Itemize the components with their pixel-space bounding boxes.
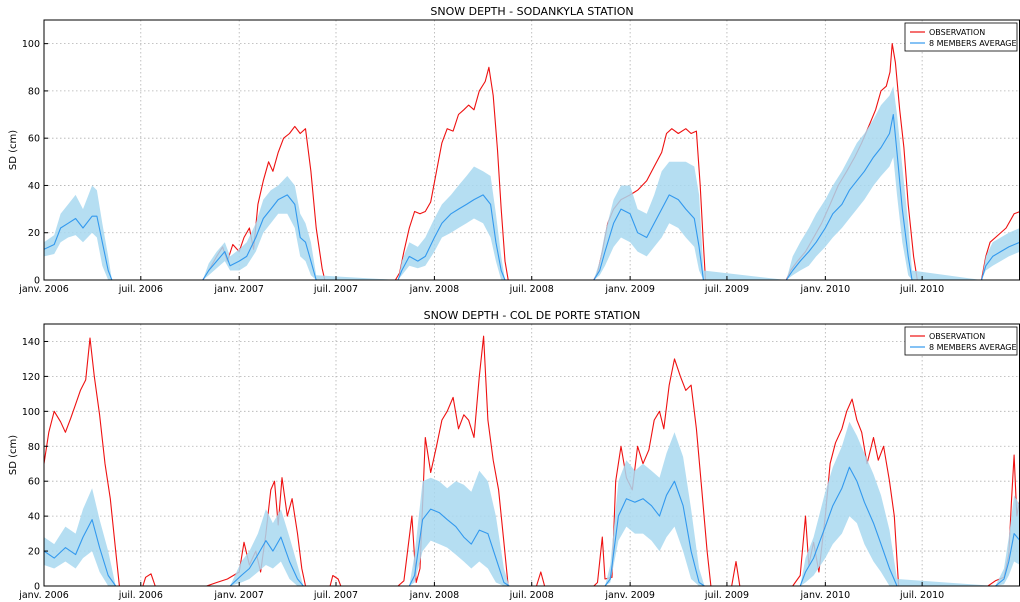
- y-tick-label: 80: [28, 442, 40, 453]
- y-tick-label: 40: [28, 181, 40, 192]
- legend-label: 8 MEMBERS AVERAGE: [929, 343, 1017, 352]
- chart-title: SNOW DEPTH - COL DE PORTE STATION: [424, 309, 641, 322]
- y-tick-label: 100: [22, 407, 40, 418]
- y-tick-label: 20: [28, 547, 40, 558]
- x-tick-label: juil. 2007: [313, 284, 358, 295]
- 8-members-average-spread-band: [44, 421, 1020, 586]
- y-tick-label: 120: [22, 372, 40, 383]
- plot-area: [44, 43, 1020, 280]
- plot-area: [44, 335, 1020, 586]
- y-tick-label: 80: [28, 86, 40, 97]
- y-tick-label: 100: [22, 39, 40, 50]
- legend: OBSERVATION 8 MEMBERS AVERAGE: [904, 22, 1018, 52]
- x-tick-label: juil. 2006: [118, 590, 163, 601]
- x-tick-label: janv. 2007: [213, 590, 264, 601]
- y-tick-label: 60: [28, 477, 40, 488]
- x-tick-label: janv. 2010: [800, 590, 851, 601]
- y-axis-label: SD (cm): [8, 435, 19, 475]
- x-tick-label: janv. 2008: [409, 284, 460, 295]
- y-tick-label: 140: [22, 337, 40, 348]
- legend-label: OBSERVATION: [929, 28, 985, 37]
- col-de-porte-chart: 0 20 40 60 80 100 120 140 janv. 2006 juil. 2006 ja…: [8, 309, 1020, 601]
- y-tick-label: 60: [28, 134, 40, 145]
- x-tick-label: juil. 2009: [704, 284, 749, 295]
- x-tick-label: juil. 2007: [313, 590, 358, 601]
- y-tick-label: 40: [28, 512, 40, 523]
- y-tick-label: 0: [34, 276, 40, 287]
- x-tick-label: janv. 2006: [18, 590, 69, 601]
- x-tick-label: janv. 2009: [604, 284, 655, 295]
- sodankyla-chart: 0 20 40 60 80 100 janv. 2006 juil. 2006 janv. 20…: [8, 5, 1020, 295]
- x-tick-label: janv. 2010: [800, 284, 851, 295]
- x-tick-label: janv. 2007: [213, 284, 264, 295]
- chart-title: SNOW DEPTH - SODANKYLA STATION: [430, 5, 633, 18]
- y-tick-label: 20: [28, 228, 40, 239]
- legend-box: [904, 22, 1018, 52]
- x-tick-label: juil. 2010: [899, 284, 944, 295]
- x-tick-label: juil. 2006: [118, 284, 163, 295]
- y-tick-label: 0: [34, 582, 40, 593]
- x-tick-label: janv. 2008: [409, 590, 460, 601]
- observation-line: [44, 43, 1020, 280]
- x-tick-label: juil. 2010: [899, 590, 944, 601]
- y-axis-label: SD (cm): [8, 130, 19, 170]
- legend: OBSERVATION 8 MEMBERS AVERAGE: [904, 326, 1018, 356]
- x-tick-label: juil. 2008: [509, 590, 554, 601]
- x-tick-label: juil. 2009: [704, 590, 749, 601]
- x-tick-label: janv. 2006: [18, 284, 69, 295]
- x-tick-label: janv. 2009: [604, 590, 655, 601]
- legend-label: 8 MEMBERS AVERAGE: [929, 39, 1017, 48]
- legend-box: [904, 326, 1018, 356]
- 8-members-average-line: [44, 113, 1020, 280]
- observation-line: [44, 335, 1020, 586]
- 8-members-average-line: [44, 466, 1020, 586]
- x-tick-label: juil. 2008: [509, 284, 554, 295]
- legend-label: OBSERVATION: [929, 332, 985, 341]
